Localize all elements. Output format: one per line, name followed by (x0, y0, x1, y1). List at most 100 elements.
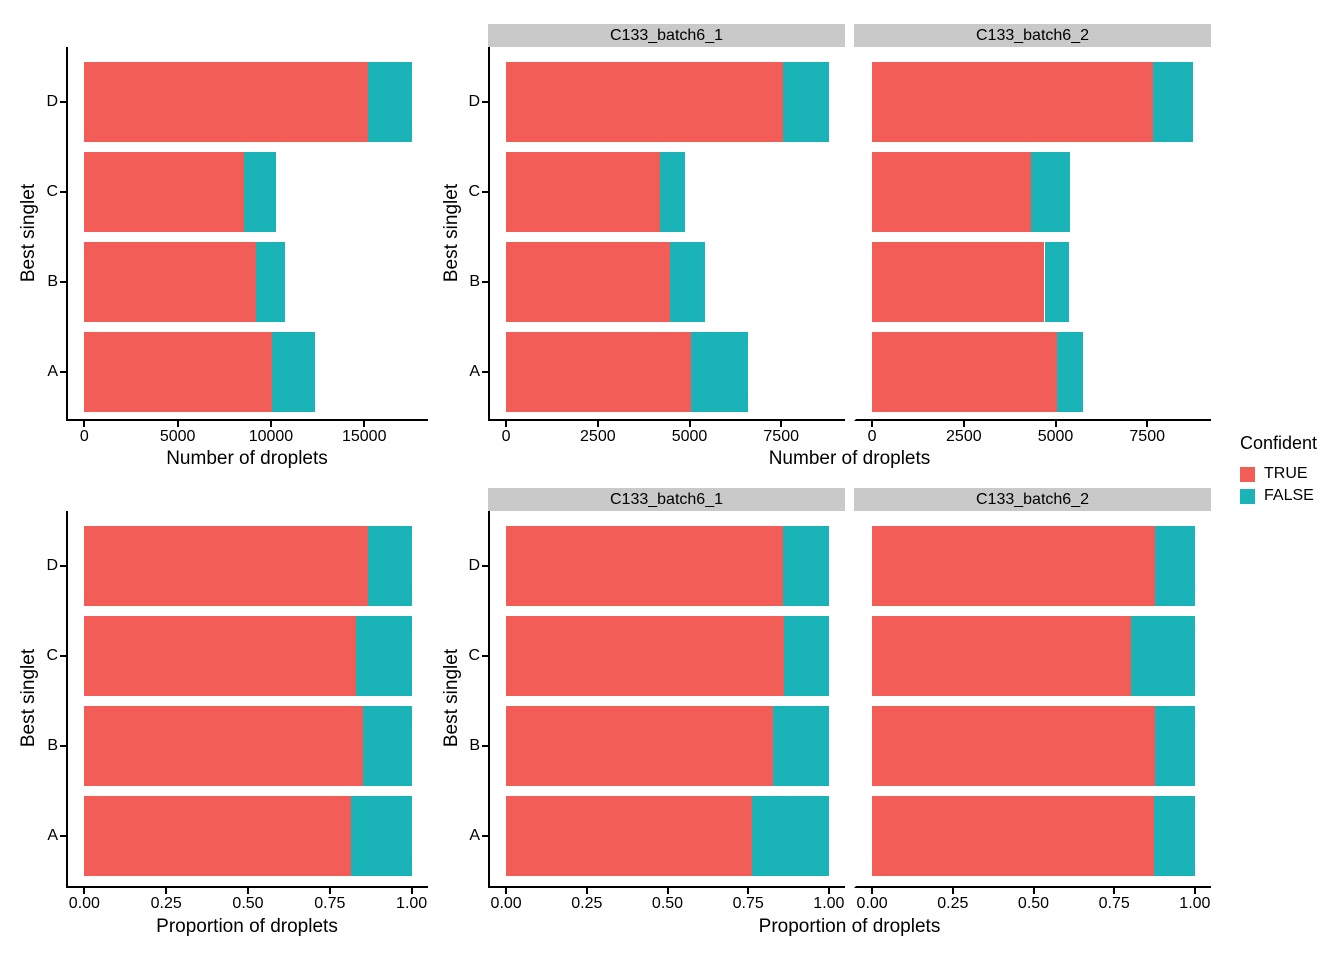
legend-label-true: TRUE (1264, 465, 1308, 482)
bar-segment-false-D (368, 526, 412, 606)
x-tick-mark (176, 421, 179, 427)
x-tick-mark (83, 421, 86, 427)
bar-segment-false-C (1130, 616, 1195, 696)
x-tick-label: 1.00 (396, 895, 428, 912)
bar-segment-true-B (84, 706, 364, 786)
x-tick-label: 0.75 (732, 895, 764, 912)
x-tick-mark (962, 421, 965, 427)
bar-segment-true-A (872, 332, 1057, 412)
y-tick-label: B (47, 273, 58, 290)
x-tick-mark (585, 888, 588, 894)
x-tick-mark (269, 421, 272, 427)
y-tick-mark (60, 281, 66, 283)
legend-title: Confident (1240, 433, 1318, 453)
bar-segment-false-B (255, 242, 286, 322)
y-tick-label: D (468, 93, 480, 110)
x-tick-mark (1054, 421, 1057, 427)
x-tick-label: 0.25 (571, 895, 603, 912)
x-axis-title-prop-left: Proportion of droplets (156, 916, 338, 937)
y-tick-mark (482, 745, 488, 747)
bar-segment-true-D (506, 62, 783, 142)
x-tick-label: 5000 (1037, 428, 1074, 445)
x-tick-label: 2500 (946, 428, 982, 445)
bar-segment-false-A (350, 796, 412, 876)
x-tick-mark (951, 888, 954, 894)
y-tick-mark (482, 835, 488, 837)
bar-segment-true-B (506, 706, 774, 786)
x-tick-label: 0.25 (937, 895, 969, 912)
x-tick-mark (83, 888, 86, 894)
x-tick-label: 1.00 (1179, 895, 1211, 912)
y-tick-label: C (46, 647, 58, 664)
bar-segment-false-D (783, 526, 829, 606)
x-tick-label: 0.50 (651, 895, 684, 912)
facet-strip-prop-2: C133_batch6_2 (854, 488, 1211, 511)
bar-segment-false-B (670, 242, 705, 322)
x-axis-title-counts-left: Number of droplets (166, 448, 328, 469)
x-tick-mark (328, 888, 331, 894)
panel-prop-all: D C B A 0.00 0.25 0.50 0.75 1.00 (46, 511, 428, 912)
y-tick-label: D (468, 557, 480, 574)
y-tick-label: A (469, 363, 480, 380)
y-tick-label: D (46, 93, 58, 110)
bar-segment-false-D (1153, 62, 1193, 142)
bar-segment-false-C (356, 616, 412, 696)
x-axis-title-counts-right: Number of droplets (768, 448, 931, 469)
x-tick-label: 0.25 (150, 895, 182, 912)
bar-segment-true-B (506, 242, 671, 322)
y-tick-label: B (469, 273, 480, 290)
x-tick-label: 5000 (159, 428, 196, 445)
bar-segment-false-B (773, 706, 829, 786)
legend: Confident TRUE FALSE (1240, 433, 1317, 504)
y-tick-mark (482, 101, 488, 103)
x-tick-mark (871, 888, 874, 894)
x-tick-mark (827, 888, 830, 894)
y-tick-label: C (46, 183, 58, 200)
x-tick-mark (688, 421, 691, 427)
y-tick-mark (482, 281, 488, 283)
x-tick-label: 0.75 (1098, 895, 1130, 912)
x-tick-mark (247, 888, 249, 894)
panel-counts-facet-1: D C B A 0 2500 5000 7500 (468, 47, 845, 445)
x-tick-label: 0.75 (314, 895, 346, 912)
x-tick-label: 0.00 (68, 895, 100, 912)
bar-segment-true-C (506, 152, 661, 232)
legend-label-false: FALSE (1264, 487, 1314, 504)
legend-item-false: FALSE (1240, 488, 1317, 504)
bar-segment-true-C (506, 616, 784, 696)
x-tick-label: 0 (867, 428, 877, 445)
bar-segment-true-D (84, 62, 369, 142)
y-tick-label: B (47, 737, 58, 754)
y-tick-label: C (468, 647, 480, 664)
legend-swatch-false-icon (1240, 488, 1255, 504)
panel-counts-facet-2: 0 2500 5000 7500 (854, 47, 1211, 445)
bar-segment-false-D (783, 62, 829, 142)
y-tick-label: B (469, 737, 480, 754)
y-tick-mark (60, 101, 66, 103)
y-tick-label: A (47, 363, 58, 380)
x-tick-label: 15000 (341, 428, 387, 445)
panel-prop-facet-2: 0.00 0.25 0.50 0.75 1.00 (854, 511, 1211, 912)
bar-segment-false-C (243, 152, 277, 232)
x-tick-label: 0 (79, 428, 89, 445)
bar-segment-true-A (506, 796, 753, 876)
x-tick-label: 2500 (580, 428, 616, 445)
y-tick-mark (60, 191, 66, 193)
y-tick-label: A (47, 827, 58, 844)
y-tick-mark (482, 371, 488, 373)
x-tick-mark (1113, 888, 1116, 894)
x-axis-title-prop-right: Proportion of droplets (758, 916, 941, 937)
x-tick-mark (505, 888, 508, 894)
bar-segment-true-C (872, 152, 1031, 232)
x-tick-label: 0.50 (1017, 895, 1050, 912)
bar-segment-false-C (1030, 152, 1071, 232)
bar-segment-true-A (84, 332, 273, 412)
bar-segment-false-A (1153, 796, 1195, 876)
x-tick-label: 7500 (763, 428, 799, 445)
x-tick-mark (505, 421, 508, 427)
bar-segment-false-C (784, 616, 829, 696)
bar-segment-false-A (690, 332, 749, 412)
x-tick-label: 0.00 (856, 895, 888, 912)
x-tick-label: 10000 (248, 428, 294, 445)
